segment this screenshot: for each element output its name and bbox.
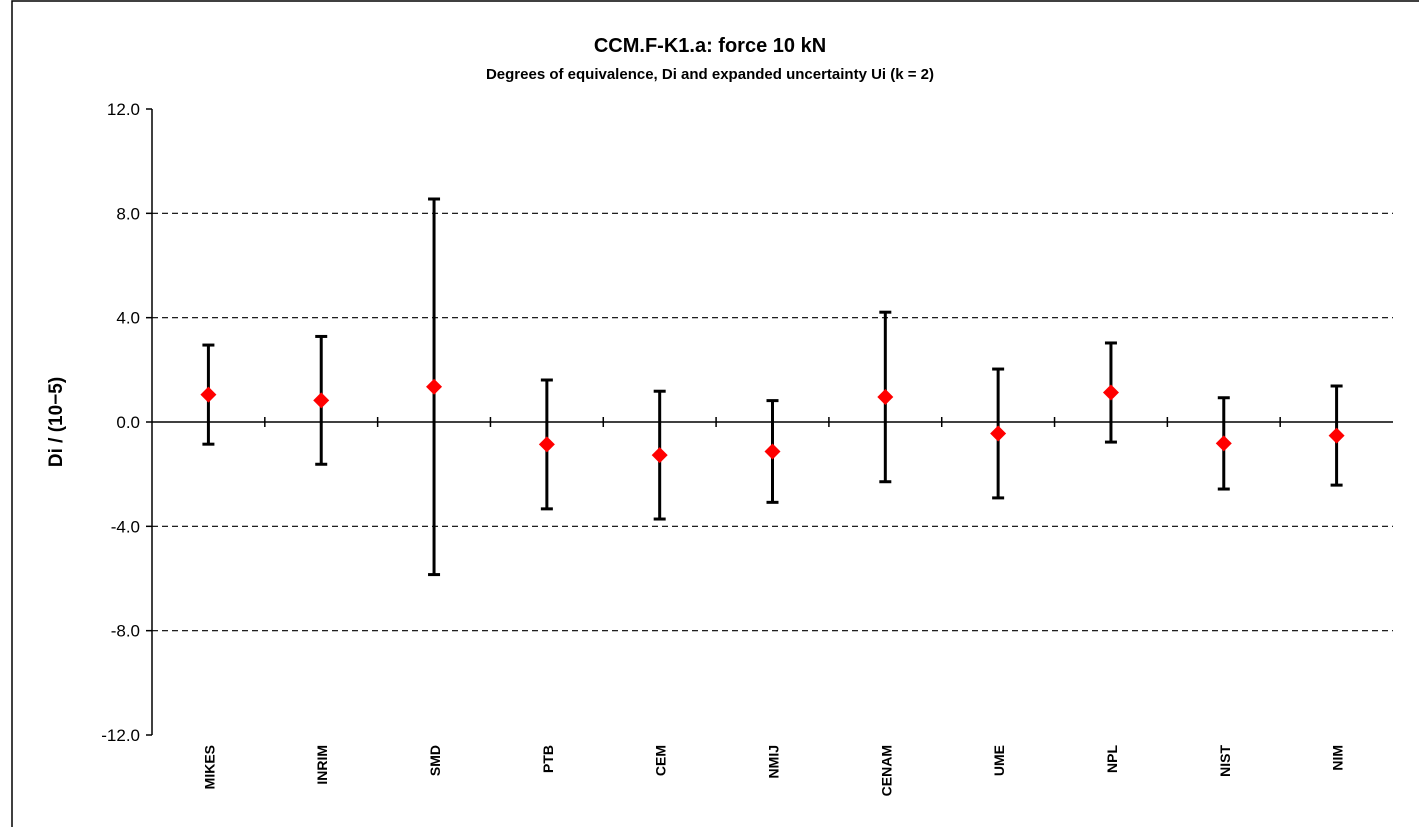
chart-subtitle: Degrees of equivalence, Di and expanded … — [486, 66, 934, 83]
x-tick-label: SMD — [427, 745, 443, 776]
marker — [990, 425, 1007, 442]
y-tick-label: 8.0 — [116, 204, 140, 223]
marker — [764, 443, 781, 460]
marker — [426, 378, 443, 395]
y-tick-label: 4.0 — [116, 309, 140, 328]
marker — [1102, 384, 1119, 401]
marker — [651, 447, 668, 464]
chart-border — [11, 0, 1419, 827]
x-tick-label: CENAM — [878, 745, 894, 796]
x-tick-label: CEM — [653, 745, 669, 776]
x-tick-label: NIM — [1330, 745, 1346, 771]
x-tick-label: NMIJ — [766, 745, 782, 778]
y-tick-label: -12.0 — [101, 726, 140, 745]
y-tick-label: -4.0 — [111, 517, 140, 536]
chart-title: CCM.F-K1.a: force 10 kN — [594, 35, 826, 57]
marker — [200, 386, 217, 403]
marker — [1215, 435, 1232, 452]
y-tick-label: -8.0 — [111, 622, 140, 641]
y-tick-label: 12.0 — [107, 100, 140, 119]
y-tick-label: 0.0 — [116, 413, 140, 432]
x-tick-label: NPL — [1104, 745, 1120, 773]
x-tick-label: NIST — [1217, 745, 1233, 777]
marker — [877, 388, 894, 405]
marker — [313, 392, 330, 409]
marker — [1328, 427, 1345, 444]
x-tick-label: INRIM — [314, 745, 330, 785]
x-tick-label: PTB — [540, 745, 556, 773]
marker — [538, 436, 555, 453]
x-tick-label: MIKES — [201, 745, 217, 789]
y-axis-label: Di / (10−5) — [46, 377, 67, 467]
x-tick-label: UME — [991, 745, 1007, 776]
